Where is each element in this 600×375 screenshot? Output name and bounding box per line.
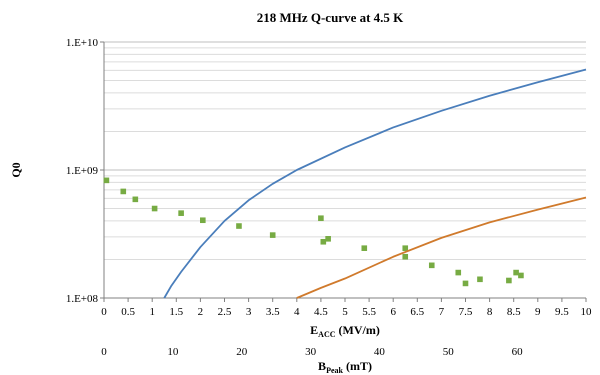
y-tick-label: 1.E+10 [66,37,99,49]
data-point [320,238,327,245]
x-tick-label: 8.5 [507,306,521,318]
plot-area [103,68,587,299]
x2-tick-label: 0 [101,346,107,358]
data-point [103,177,110,184]
x2-axis-label-sub: Peak [326,366,343,375]
x2-tick-label: 30 [305,346,317,358]
x-tick-label: 0 [101,306,107,318]
x-tick-label: 10 [581,306,593,318]
data-point [269,232,276,238]
x-tick-label: 7.5 [459,306,473,318]
data-point [200,217,206,224]
x2-tick-label: 20 [236,346,248,358]
data-point [178,210,184,216]
series-line-2 [296,196,587,299]
x2-tick-label: 60 [512,346,524,358]
x-tick-label: 2 [198,306,204,318]
data-point [361,245,368,251]
x-tick-label: 5.5 [362,306,376,318]
data-point [132,196,139,203]
x2-axis-label: BPeak (mT) [318,359,372,375]
data-point [455,269,462,276]
series-line-1 [163,68,587,299]
x-tick-label: 6 [390,306,396,318]
data-point [402,245,409,251]
x-tick-label: 6.5 [410,306,424,318]
x-tick-label: 1.5 [169,306,183,318]
data-point [236,223,242,229]
x-tick-label: 8 [487,306,493,318]
x-axis-label-sub: ACC [318,330,336,339]
y-tick-label: 1.E+08 [66,293,99,305]
x-tick-label: 5 [342,306,348,318]
data-point [325,236,331,242]
x-tick-label: 3 [246,306,252,318]
x-tick-label: 1 [149,306,155,318]
data-point [518,272,524,279]
x-tick-label: 4.5 [314,306,328,318]
data-point [513,269,519,276]
data-point [318,215,324,222]
x2-axis-label-main: B [318,359,326,373]
x-axis-label-main: E [310,323,318,337]
x2-tick-labels: 0 10 20 30 40 50 60 [101,346,523,358]
data-point [462,280,469,287]
data-point [120,188,127,195]
chart-title: 218 MHz Q-curve at 4.5 K [257,10,404,25]
x2-tick-label: 40 [374,346,386,358]
y-tick-labels: 1.E+08 1.E+09 1.E+10 [66,37,104,305]
x-tick-label: 2.5 [218,306,232,318]
x-tick-label: 4 [294,306,300,318]
x-axis-label: EACC (MV/m) [310,323,380,339]
x-axis-label-unit: (MV/m) [336,323,380,337]
data-point [506,277,512,284]
data-point [151,205,158,212]
y-tick-label: 1.E+09 [66,165,99,177]
data-point [477,276,483,283]
x2-tick-label: 50 [443,346,455,358]
x-tick-label: 9 [535,306,541,318]
x-tick-label: 0.5 [121,306,135,318]
x-tick-label: 3.5 [266,306,280,318]
y-axis-label: Q0 [9,162,23,177]
x-tick-labels: 0 0.5 1 1.5 2 2.5 3 3.5 4 4.5 5 5.5 6 6.5 7 7.5 8 8.5 9 9.5… [101,298,592,318]
x-tick-label: 9.5 [555,306,569,318]
gridlines [104,41,586,299]
x2-tick-label: 10 [167,346,179,358]
data-point [428,262,435,269]
x2-axis-label-unit: (mT) [343,359,372,373]
x-tick-label: 7 [439,306,445,318]
data-point [402,253,409,260]
